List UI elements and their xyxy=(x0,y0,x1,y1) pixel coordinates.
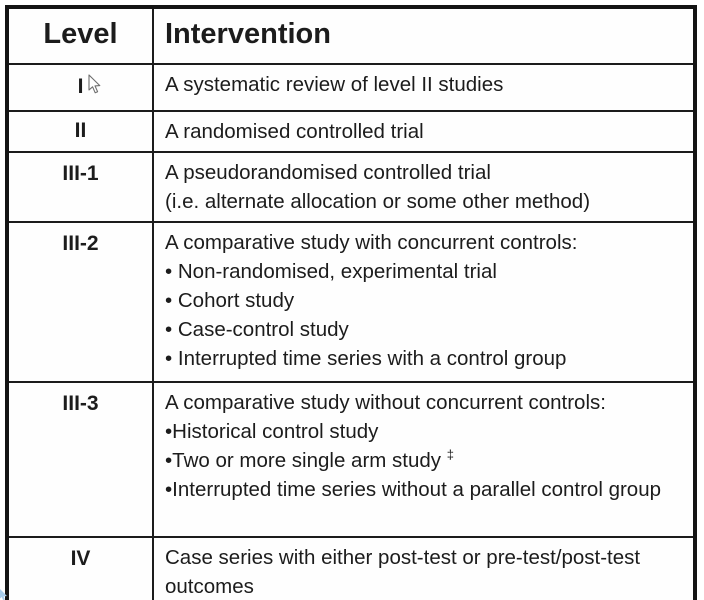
table-row-level-iii-2: III-2 A comparative study with concurren… xyxy=(6,221,696,383)
bullet-line: • Case-control study xyxy=(165,318,349,341)
bullet-line: •Interrupted time series without a paral… xyxy=(165,478,662,501)
column-header-level: Level xyxy=(6,6,154,65)
text-line: A systematic review of level II studies xyxy=(165,73,504,96)
table-row-level-i: I A systematic review of level II studie… xyxy=(6,63,696,112)
intervention-cell: Case series with either post-test or pre… xyxy=(152,536,696,600)
level-cell: II xyxy=(6,110,154,153)
bullet-line: • Non-randomised, experimental trial xyxy=(165,260,497,283)
table-row-level-iii-1: III-1 A pseudorandomised controlled tria… xyxy=(6,151,696,223)
bullet-line-text: •Two or more single arm study xyxy=(165,449,447,472)
level-cell: III-1 xyxy=(6,151,154,223)
level-cell: III-3 xyxy=(6,381,154,538)
intervention-cell: A systematic review of level II studies xyxy=(152,63,696,112)
level-cell: III-2 xyxy=(6,221,154,383)
intervention-cell: A pseudorandomised controlled trial (i.e… xyxy=(152,151,696,223)
bullet-line: •Two or more single arm study ‡ xyxy=(165,446,683,475)
bullet-line: • Interrupted time series with a control… xyxy=(165,347,567,370)
double-dagger-symbol: ‡ xyxy=(446,447,454,463)
table-row-level-ii: II A randomised controlled trial xyxy=(6,110,696,153)
corner-artifact-icon xyxy=(0,589,7,600)
text-line: Case series with either post-test or pre… xyxy=(165,546,641,598)
bullet-line: •Historical control study xyxy=(165,420,379,443)
table-row-level-iii-3: III-3 A comparative study without concur… xyxy=(6,381,696,538)
level-cell: I xyxy=(6,63,154,112)
intervention-cell: A comparative study with concurrent cont… xyxy=(152,221,696,383)
column-header-intervention: Intervention xyxy=(152,6,696,65)
intervention-cell: A comparative study without concurrent c… xyxy=(152,381,696,538)
intervention-cell: A randomised controlled trial xyxy=(152,110,696,153)
table-header-row: Level Intervention xyxy=(6,6,696,65)
text-line: A pseudorandomised controlled trial xyxy=(165,161,491,184)
evidence-levels-table: Level Intervention I A systematic review… xyxy=(5,5,697,600)
bullet-line: • Cohort study xyxy=(165,289,295,312)
table-row-level-iv: IV Case series with either post-test or … xyxy=(6,536,696,600)
text-line: A comparative study with concurrent cont… xyxy=(165,231,578,254)
level-cell: IV xyxy=(6,536,154,600)
text-line: A randomised controlled trial xyxy=(165,120,424,143)
text-line: (i.e. alternate allocation or some other… xyxy=(165,190,591,213)
text-line: A comparative study without concurrent c… xyxy=(165,391,606,414)
